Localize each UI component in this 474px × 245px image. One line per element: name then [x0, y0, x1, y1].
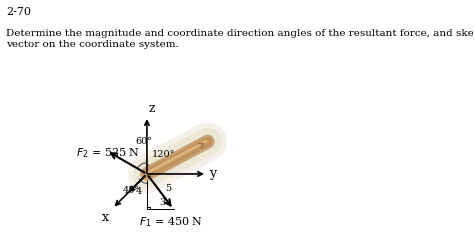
- Text: 60°: 60°: [136, 137, 153, 146]
- Text: 45°: 45°: [122, 186, 140, 195]
- Text: z: z: [148, 102, 155, 115]
- Text: 120°: 120°: [152, 150, 176, 159]
- Text: $F_1$ = 450 N: $F_1$ = 450 N: [139, 215, 203, 229]
- Text: 2-70: 2-70: [6, 7, 31, 17]
- Text: y: y: [209, 167, 216, 181]
- Text: 4: 4: [136, 187, 142, 196]
- Text: 5: 5: [164, 184, 171, 193]
- Text: x: x: [102, 211, 109, 224]
- Text: Determine the magnitude and coordinate direction angles of the resultant force, : Determine the magnitude and coordinate d…: [6, 29, 474, 49]
- Text: $F_2$ = 525 N: $F_2$ = 525 N: [76, 146, 140, 159]
- Text: 3: 3: [159, 198, 165, 207]
